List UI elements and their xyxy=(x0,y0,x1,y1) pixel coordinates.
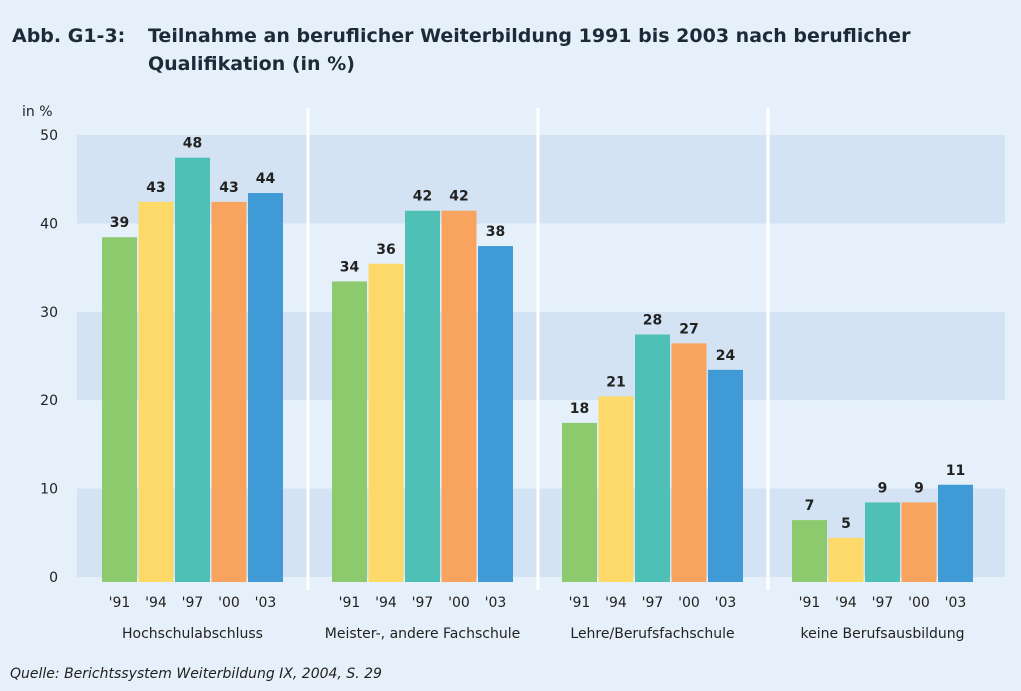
bar xyxy=(938,484,973,582)
value-label: 9 xyxy=(914,480,924,496)
bar xyxy=(635,334,670,582)
bar xyxy=(901,502,937,582)
value-label: 39 xyxy=(110,215,129,231)
figure-label: Abb. G1-3: xyxy=(12,25,125,47)
y-axis-label: in % xyxy=(22,104,53,120)
y-tick-label: 20 xyxy=(40,393,58,409)
x-tick-label: Hochschulabschluss xyxy=(122,626,263,642)
series-label: '94 xyxy=(605,595,627,611)
title-line: Qualifikation (in %) xyxy=(148,53,355,75)
x-tick-label: Meister-, andere Fachschule xyxy=(325,626,520,642)
value-label: 43 xyxy=(219,180,238,196)
value-label: 42 xyxy=(413,189,432,205)
y-tick-label: 50 xyxy=(40,128,58,144)
series-label: '97 xyxy=(642,595,664,611)
series-label: '94 xyxy=(375,595,397,611)
series-label: '97 xyxy=(182,595,204,611)
series-label: '94 xyxy=(145,595,167,611)
bar xyxy=(441,210,477,582)
y-tick-label: 0 xyxy=(49,570,58,586)
value-label: 28 xyxy=(643,312,662,328)
series-label: '97 xyxy=(872,595,894,611)
bar xyxy=(102,237,137,583)
bar xyxy=(828,537,864,582)
series-label: '91 xyxy=(339,595,361,611)
value-label: 34 xyxy=(340,259,360,275)
bar xyxy=(708,369,743,582)
value-label: 18 xyxy=(570,401,589,417)
bar xyxy=(332,281,367,582)
value-label: 11 xyxy=(946,463,965,479)
bar xyxy=(248,193,283,583)
bar xyxy=(478,246,513,582)
value-label: 42 xyxy=(449,189,468,205)
bar xyxy=(211,201,247,582)
series-label: '97 xyxy=(412,595,434,611)
series-label: '03 xyxy=(485,595,507,611)
series-label: '91 xyxy=(799,595,821,611)
y-tick-label: 40 xyxy=(40,216,58,232)
series-label: '00 xyxy=(448,595,470,611)
source: Quelle: Berichtssystem Weiterbildung IX,… xyxy=(10,666,382,682)
series-label: '91 xyxy=(109,595,131,611)
bar xyxy=(138,201,174,582)
series-label: '91 xyxy=(569,595,591,611)
series-label: '00 xyxy=(908,595,930,611)
bar xyxy=(562,422,597,582)
bar xyxy=(405,210,440,582)
bar xyxy=(368,263,404,582)
series-label: '03 xyxy=(255,595,277,611)
bar xyxy=(175,157,210,582)
series-label: '94 xyxy=(835,595,857,611)
value-label: 27 xyxy=(679,321,698,337)
value-label: 44 xyxy=(256,171,276,187)
y-tick-label: 10 xyxy=(40,482,58,498)
value-label: 43 xyxy=(146,180,165,196)
value-label: 36 xyxy=(376,242,395,258)
y-tick-label: 30 xyxy=(40,305,58,321)
value-label: 48 xyxy=(183,136,202,152)
value-label: 24 xyxy=(716,348,736,364)
bar xyxy=(598,396,634,582)
x-tick-label: keine Berufsausbildung xyxy=(800,626,964,642)
series-label: '00 xyxy=(218,595,240,611)
bar xyxy=(792,520,827,582)
value-label: 7 xyxy=(805,498,815,514)
title-line: Teilnahme an beruflicher Weiterbildung 1… xyxy=(148,25,911,47)
bar xyxy=(671,343,707,582)
chart-title: Teilnahme an beruflicher Weiterbildung 1… xyxy=(148,25,911,75)
value-label: 38 xyxy=(486,224,505,240)
value-label: 21 xyxy=(606,374,625,390)
series-label: '03 xyxy=(715,595,737,611)
series-label: '03 xyxy=(945,595,967,611)
value-label: 9 xyxy=(878,480,888,496)
x-tick-label: Lehre/Berufsfachschule xyxy=(570,626,734,642)
series-label: '00 xyxy=(678,595,700,611)
bar xyxy=(865,502,900,582)
value-label: 5 xyxy=(841,516,851,532)
